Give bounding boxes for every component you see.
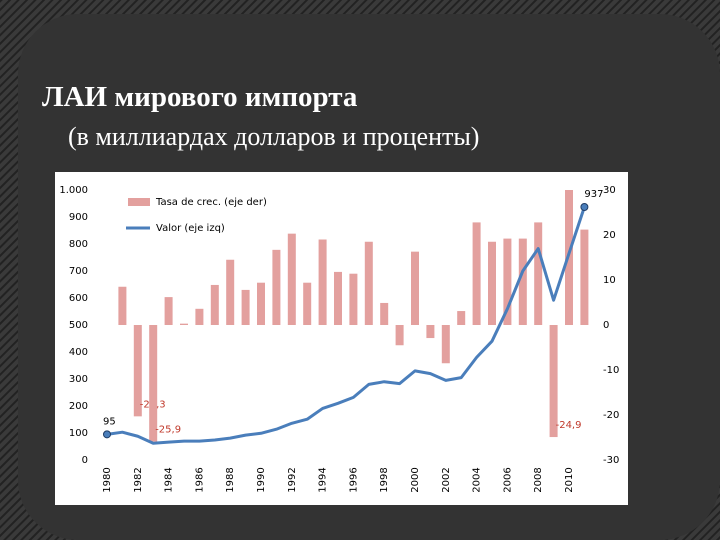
- y-tick-label: 300: [69, 374, 88, 385]
- bar: [411, 251, 419, 325]
- x-tick-label: 2010: [564, 467, 575, 492]
- x-tick-label: 1984: [164, 467, 175, 492]
- bar: [488, 241, 496, 325]
- y2-tick-label: 10: [603, 275, 616, 286]
- subtitle: (в миллиардах долларов и проценты): [68, 122, 479, 151]
- legend-swatch: [128, 198, 150, 206]
- bar: [349, 273, 358, 325]
- data-label: 95: [103, 416, 116, 427]
- y-tick-label: 900: [69, 212, 88, 223]
- line: [106, 206, 586, 445]
- bar: [226, 259, 235, 325]
- data-label: -24,9: [556, 420, 582, 431]
- bar: [241, 289, 250, 325]
- x-tick-label: 2002: [441, 467, 452, 492]
- bar: [580, 229, 589, 325]
- y2-tick-label: -20: [603, 410, 619, 421]
- chart: 01002003004005006007008009001.000-30-20-…: [59, 185, 619, 493]
- y2-tick-label: 20: [603, 230, 616, 241]
- bar: [441, 325, 450, 364]
- bar: [303, 282, 312, 325]
- bar: [457, 311, 466, 325]
- y-tick-label: 600: [69, 293, 88, 304]
- x-tick-label: 2000: [410, 467, 421, 492]
- bar: [426, 325, 435, 339]
- bar: [287, 233, 296, 325]
- y-tick-label: 700: [69, 266, 88, 277]
- bar: [164, 297, 173, 325]
- bar: [472, 222, 481, 325]
- point: [580, 203, 589, 212]
- bar: [133, 325, 142, 417]
- point: [103, 430, 111, 439]
- y-tick-label: 800: [69, 239, 88, 250]
- y2-tick-label: 0: [603, 320, 609, 331]
- y-tick-label: 400: [69, 347, 88, 358]
- y-tick-label: 1.000: [59, 185, 88, 196]
- y-tick-label: 0: [82, 455, 88, 466]
- bar: [257, 282, 265, 325]
- data-label: 937: [584, 189, 603, 200]
- bar: [518, 238, 527, 325]
- bar: [503, 238, 512, 325]
- bar: [118, 286, 127, 325]
- y2-tick-label: -10: [603, 365, 619, 376]
- bar: [549, 325, 558, 438]
- x-tick-label: 1980: [102, 467, 113, 492]
- x-tick-label: 2006: [502, 467, 513, 492]
- bar: [334, 271, 342, 325]
- legend-label: Tasa de crec. (eje der): [155, 197, 267, 208]
- x-tick-label: 1986: [194, 467, 205, 492]
- data-label: -25,9: [155, 425, 181, 436]
- y-tick-label: 100: [69, 428, 88, 439]
- bar: [149, 325, 158, 442]
- y-tick-label: 200: [69, 401, 88, 412]
- x-tick-label: 2004: [472, 467, 483, 492]
- bar: [272, 249, 281, 325]
- bar: [395, 325, 404, 346]
- bar: [318, 239, 327, 325]
- bar: [180, 323, 188, 325]
- x-tick-label: 1994: [318, 467, 329, 492]
- x-tick-label: 1992: [287, 467, 298, 492]
- bar: [364, 241, 373, 325]
- y-tick-label: 500: [69, 320, 88, 331]
- x-tick-label: 1988: [225, 467, 236, 492]
- y2-tick-label: 30: [603, 185, 616, 196]
- bar: [380, 302, 389, 325]
- x-tick-label: 1998: [379, 467, 390, 492]
- y2-tick-label: -30: [603, 455, 619, 466]
- x-tick-label: 1990: [256, 467, 267, 492]
- bar: [534, 222, 543, 325]
- title: ЛАИ мирового импорта: [42, 81, 358, 113]
- x-tick-label: 1996: [348, 467, 359, 492]
- x-tick-label: 2008: [533, 467, 544, 492]
- x-tick-label: 1982: [133, 467, 144, 492]
- bar: [195, 308, 204, 325]
- legend-label: Valor (eje izq): [156, 223, 225, 234]
- bar: [210, 284, 219, 325]
